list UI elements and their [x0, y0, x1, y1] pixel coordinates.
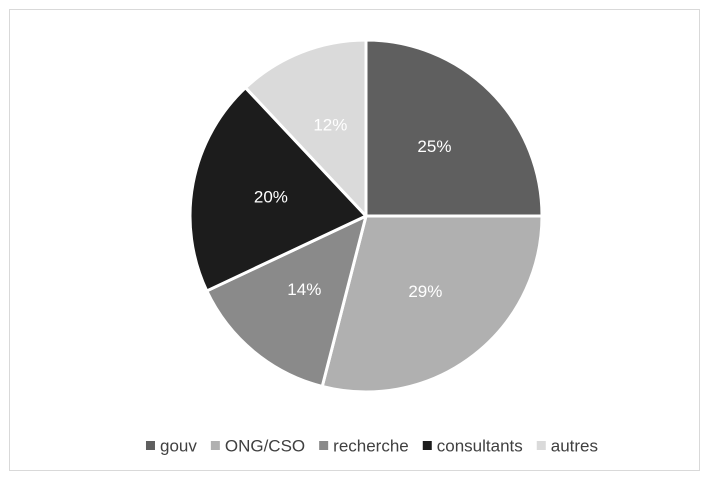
legend-swatch: [145, 441, 155, 450]
data-label: 12%: [313, 115, 347, 134]
pie-slice: [320, 214, 544, 394]
legend-swatch: [319, 441, 329, 450]
legend-swatch: [536, 441, 546, 450]
data-label: 20%: [254, 187, 288, 206]
legend-label: consultants: [437, 436, 523, 455]
data-label: 29%: [408, 282, 442, 301]
legend-item: ONG/CSO: [210, 436, 305, 455]
legend-swatch: [422, 441, 432, 450]
pie-slice: [188, 86, 368, 293]
pie: [188, 38, 544, 394]
data-label: 14%: [287, 280, 321, 299]
pie-slice: [244, 38, 368, 218]
data-label: 25%: [417, 137, 451, 156]
legend-swatch: [210, 441, 220, 450]
legend-label: ONG/CSO: [225, 436, 305, 455]
legend-item: consultants: [422, 436, 523, 455]
data-labels: 25% 29% 14% 20% 12%: [254, 115, 452, 300]
legend: gouv ONG/CSO recherche consultants autres: [145, 436, 598, 455]
legend-item: recherche: [319, 436, 409, 455]
pie-slice: [205, 214, 368, 388]
legend-item: gouv: [145, 436, 197, 455]
legend-label: gouv: [160, 436, 197, 455]
legend-label: recherche: [333, 436, 409, 455]
legend-label: autres: [551, 436, 598, 455]
pie-slice: [364, 38, 544, 218]
legend-item: autres: [536, 436, 598, 455]
